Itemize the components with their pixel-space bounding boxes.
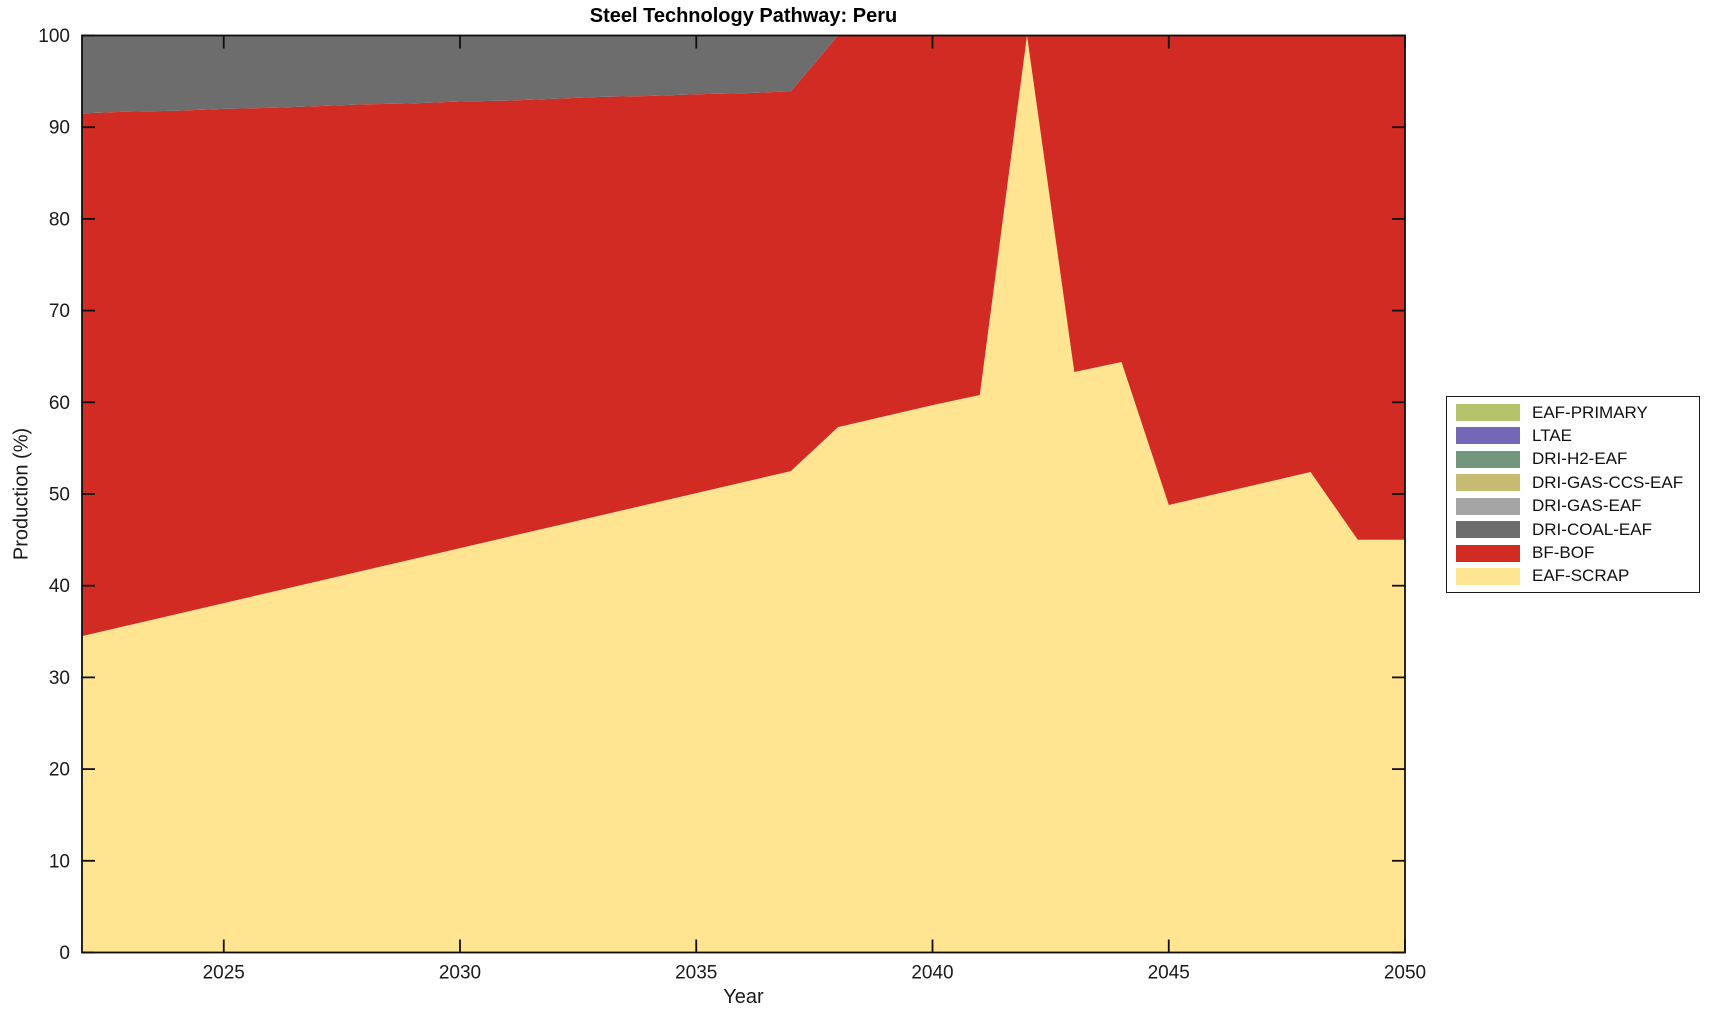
legend-label: LTAE	[1532, 425, 1572, 445]
legend-swatch	[1456, 450, 1520, 468]
y-axis-label: Production (%)	[10, 427, 33, 561]
legend-swatch	[1456, 567, 1520, 585]
legend-item: DRI-COAL-EAF	[1447, 518, 1699, 541]
legend-swatch	[1456, 497, 1520, 515]
legend-label: BF-BOF	[1532, 543, 1595, 563]
y-tick-label: 80	[49, 209, 70, 230]
legend-item: EAF-PRIMARY	[1447, 401, 1699, 424]
legend-swatch	[1456, 404, 1520, 421]
x-tick-label: 2040	[911, 963, 953, 984]
x-tick-label: 2045	[1148, 963, 1190, 984]
legend-label: DRI-GAS-EAF	[1532, 496, 1642, 516]
y-tick-label: 100	[38, 26, 70, 47]
y-tick-label: 90	[49, 118, 70, 139]
y-tick-label: 60	[49, 393, 70, 414]
area-DRI-COAL-EAF	[82, 35, 1405, 114]
legend-label: EAF-SCRAP	[1532, 566, 1630, 586]
legend-item: BF-BOF	[1447, 542, 1699, 565]
y-tick-label: 30	[49, 668, 70, 689]
legend-item: DRI-H2-EAF	[1447, 448, 1699, 471]
legend-item: EAF-SCRAP	[1447, 565, 1699, 588]
y-tick-label: 70	[49, 301, 70, 322]
legend-swatch	[1456, 544, 1520, 562]
legend-swatch	[1456, 521, 1520, 539]
y-tick-label: 10	[49, 851, 70, 872]
legend-item: LTAE	[1447, 424, 1699, 447]
legend-swatch	[1456, 474, 1520, 492]
legend-item: DRI-GAS-CCS-EAF	[1447, 471, 1699, 494]
legend-item: DRI-GAS-EAF	[1447, 495, 1699, 518]
x-tick-label: 2025	[203, 963, 245, 984]
x-tick-label: 2030	[439, 963, 481, 984]
x-axis-label: Year	[723, 986, 764, 1008]
y-tick-label: 40	[49, 576, 70, 597]
y-tick-label: 50	[49, 485, 70, 506]
y-tick-label: 20	[49, 760, 70, 781]
chart-title: Steel Technology Pathway: Peru	[589, 5, 898, 27]
y-tick-label: 0	[59, 943, 70, 964]
legend-label: EAF-PRIMARY	[1532, 402, 1648, 422]
legend: EAF-PRIMARY LTAE DRI-H2-EAF DRI-GAS-CCS-EAF…	[1446, 396, 1700, 593]
area-EAF-SCRAP	[82, 35, 1405, 953]
legend-label: DRI-GAS-CCS-EAF	[1532, 472, 1684, 492]
x-tick-label: 2050	[1384, 963, 1426, 984]
legend-label: DRI-H2-EAF	[1532, 449, 1628, 469]
legend-swatch	[1456, 427, 1520, 445]
legend-label: DRI-COAL-EAF	[1532, 519, 1652, 539]
area-BF-BOF	[82, 35, 1405, 637]
x-tick-label: 2035	[675, 963, 717, 984]
